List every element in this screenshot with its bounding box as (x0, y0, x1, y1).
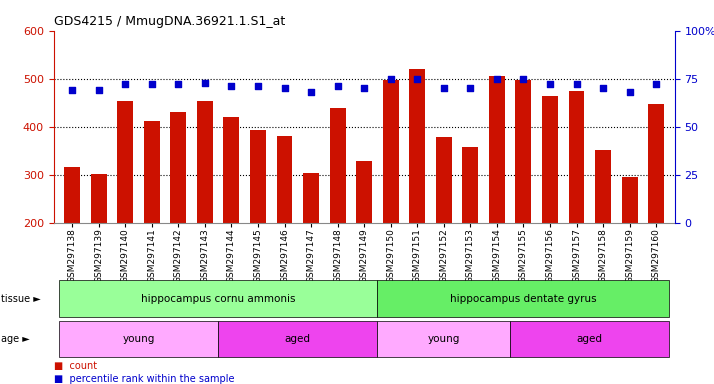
Point (278, 85, 290, 91)
Point (119, 81, 131, 88)
Text: aged: aged (577, 334, 603, 344)
Bar (276, 136, 293, 223)
Point (146, 81, 158, 88)
Bar (568, 91, 585, 223)
Bar (463, 147, 478, 223)
Bar (436, 137, 452, 223)
Bar (622, 177, 638, 223)
Point (358, 85, 370, 91)
Text: aged: aged (285, 334, 311, 344)
Bar (144, 121, 160, 223)
Point (438, 85, 450, 91)
Bar (409, 69, 426, 223)
Bar (516, 80, 531, 223)
Bar (223, 117, 239, 223)
Text: ■  count: ■ count (54, 361, 96, 371)
Point (518, 76, 529, 82)
Bar (383, 80, 398, 223)
Bar (542, 96, 558, 223)
Point (570, 81, 582, 88)
Text: GDS4215 / MmugDNA.36921.1.S1_at: GDS4215 / MmugDNA.36921.1.S1_at (54, 15, 285, 28)
Bar (91, 174, 106, 223)
Point (465, 85, 476, 91)
Text: hippocampus cornu ammonis: hippocampus cornu ammonis (141, 293, 296, 304)
Point (624, 89, 635, 95)
Bar (330, 109, 346, 223)
Bar (595, 150, 611, 223)
Point (598, 85, 609, 91)
Text: young: young (122, 334, 155, 344)
Point (252, 83, 263, 89)
Bar (356, 161, 372, 223)
Bar (64, 167, 80, 223)
Bar (648, 104, 664, 223)
Point (491, 76, 503, 82)
Text: tissue ►: tissue ► (1, 293, 41, 304)
Point (411, 76, 423, 82)
Bar (489, 76, 505, 223)
Point (544, 81, 555, 88)
Point (226, 83, 237, 89)
Text: age ►: age ► (1, 334, 30, 344)
Bar (250, 130, 266, 223)
Point (66, 87, 78, 93)
Bar (197, 101, 213, 223)
Text: young: young (428, 334, 460, 344)
Bar (303, 173, 319, 223)
Point (650, 81, 662, 88)
Text: ■  percentile rank within the sample: ■ percentile rank within the sample (54, 374, 234, 384)
Text: hippocampus dentate gyrus: hippocampus dentate gyrus (450, 293, 597, 304)
Point (199, 79, 211, 86)
Bar (171, 112, 186, 223)
Point (306, 89, 317, 95)
Bar (117, 101, 134, 223)
Point (173, 81, 184, 88)
Point (93, 87, 104, 93)
Point (332, 83, 343, 89)
Point (385, 76, 396, 82)
